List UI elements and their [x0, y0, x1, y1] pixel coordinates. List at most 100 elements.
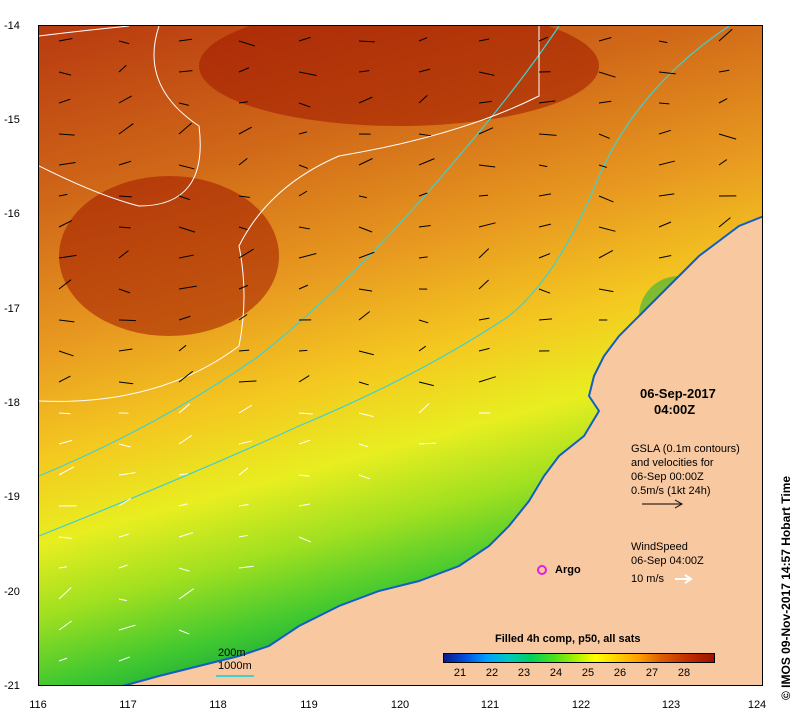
velocity-arrow — [178, 403, 191, 414]
velocity-arrow — [178, 285, 197, 290]
velocity-arrow — [358, 96, 373, 104]
velocity-arrow — [238, 101, 248, 104]
x-tick-label: 119 — [300, 699, 318, 711]
velocity-arrow — [538, 193, 552, 197]
velocity-arrow — [418, 94, 428, 104]
velocity-arrow — [358, 226, 373, 233]
velocity-arrow — [658, 160, 675, 166]
velocity-arrow — [58, 220, 73, 228]
velocity-arrow — [598, 249, 614, 259]
velocity-scale-arrow — [642, 499, 684, 509]
velocity-arrow — [298, 375, 310, 383]
velocity-arrow — [298, 439, 311, 445]
velocity-arrow — [478, 222, 496, 228]
velocity-arrow — [598, 133, 610, 139]
velocity-arrow — [598, 100, 612, 104]
velocity-arrow — [238, 534, 248, 538]
velocity-arrow — [178, 70, 193, 73]
velocity-arrow — [118, 319, 137, 322]
velocity-arrow — [178, 503, 188, 507]
velocity-arrow — [238, 504, 249, 507]
velocity-arrow — [58, 375, 71, 383]
velocity-arrow — [598, 164, 607, 168]
colorbar-tick: 25 — [581, 667, 595, 679]
velocity-arrow — [58, 536, 73, 539]
coastline — [122, 215, 762, 685]
map-time: 04:00Z — [654, 402, 696, 417]
velocity-arrow — [538, 164, 548, 168]
velocity-arrow — [238, 380, 257, 383]
wind-line-1: WindSpeed — [631, 541, 688, 553]
velocity-arrow — [478, 248, 490, 259]
y-tick-label: -20 — [4, 586, 20, 598]
colorbar-tick: 22 — [485, 667, 499, 679]
velocity-arrow — [478, 127, 494, 135]
velocity-arrow — [298, 503, 311, 507]
velocity-arrow — [298, 131, 308, 135]
wind-line-3: 10 m/s — [631, 573, 665, 585]
velocity-arrow — [358, 412, 374, 418]
gsla-line-1: GSLA (0.1m contours) — [631, 443, 740, 455]
velocity-arrow — [238, 284, 249, 290]
warm-patch-west — [59, 176, 279, 336]
velocity-arrow — [118, 624, 136, 631]
x-tick-label: 117 — [119, 699, 137, 711]
velocity-arrow — [118, 472, 136, 476]
velocity-arrow — [238, 126, 252, 135]
velocity-arrow — [478, 347, 490, 352]
gsla-line-3: 06-Sep 00:00Z — [631, 471, 704, 483]
velocity-arrow — [658, 102, 670, 105]
x-tick-label: 116 — [29, 699, 47, 711]
velocity-arrow — [358, 70, 370, 73]
velocity-arrow — [118, 533, 129, 538]
gsla-line-2: and velocities for — [631, 457, 714, 469]
velocity-arrow — [58, 657, 68, 662]
velocity-arrow — [118, 250, 129, 259]
argo-marker-icon — [537, 565, 547, 575]
velocity-arrow — [58, 133, 75, 136]
velocity-arrow — [718, 159, 728, 166]
velocity-arrow — [178, 629, 190, 635]
gsla-contour-1 — [39, 26, 540, 402]
velocity-arrow — [298, 164, 309, 169]
colorbar-title: Filled 4h comp, p50, all sats — [495, 633, 641, 645]
velocity-arrow — [118, 226, 131, 229]
velocity-arrow — [658, 71, 676, 75]
y-tick-label: -16 — [4, 208, 20, 220]
velocity-arrow — [178, 102, 190, 106]
y-tick-label: -18 — [4, 397, 20, 409]
velocity-arrow — [178, 434, 193, 445]
colorbar-tick: 27 — [645, 667, 659, 679]
velocity-arrow — [178, 315, 191, 321]
x-tick-label: 118 — [209, 699, 227, 711]
velocity-arrow — [658, 40, 668, 44]
velocity-arrow — [358, 443, 369, 448]
land-mass — [126, 216, 762, 685]
velocity-arrow — [598, 37, 612, 42]
velocity-arrow — [658, 193, 675, 197]
velocity-arrow — [538, 253, 551, 259]
contour-1000m-south — [39, 26, 730, 537]
y-tick-label: -19 — [4, 491, 20, 503]
velocity-arrow — [178, 532, 194, 538]
velocity-arrow — [118, 64, 127, 73]
colorbar-tick: 24 — [549, 667, 563, 679]
velocity-arrow — [418, 158, 435, 166]
velocity-arrow — [538, 100, 556, 104]
velocity-arrow — [238, 40, 256, 47]
velocity-arrow — [658, 129, 671, 135]
velocity-arrow — [478, 100, 492, 104]
velocity-arrow — [58, 37, 73, 42]
velocity-arrow — [118, 564, 128, 569]
velocity-arrow — [238, 349, 250, 352]
velocity-arrow — [238, 67, 250, 73]
velocity-arrow — [478, 38, 490, 42]
depth-legend-1000m: 1000m — [218, 660, 252, 672]
velocity-arrow — [238, 565, 254, 569]
velocity-arrow — [178, 195, 191, 201]
velocity-arrow — [178, 370, 194, 383]
velocity-arrow — [418, 37, 428, 42]
velocity-arrow — [538, 223, 551, 228]
map-date: 06-Sep-2017 — [640, 386, 716, 401]
velocity-arrow — [58, 412, 71, 415]
